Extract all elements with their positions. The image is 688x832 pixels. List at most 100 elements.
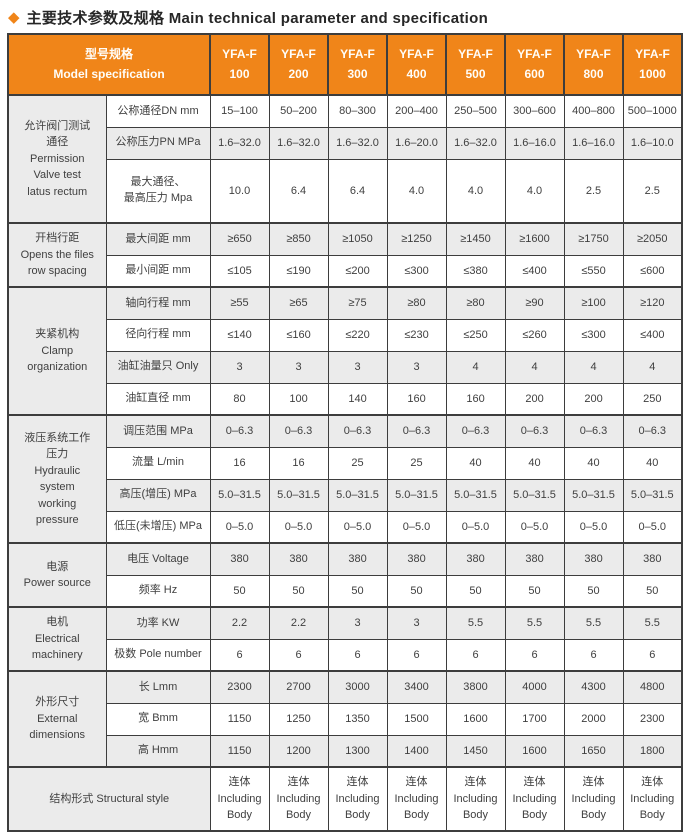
category-power-source: 电源 Power source — [7, 542, 107, 608]
cell: 1.6–32.0 — [268, 126, 329, 160]
cell: 0–6.3 — [622, 414, 683, 448]
cell: 4300 — [563, 670, 624, 704]
cell: 380 — [386, 542, 447, 576]
cell: 0–6.3 — [445, 414, 506, 448]
table-row: 开档行距 Opens the files row spacing 最大间距 mm… — [7, 222, 683, 288]
cell: 4 — [504, 350, 565, 384]
cell: 1.6–32.0 — [445, 126, 506, 160]
table-row: 低压(未增压) MPa 0–5.0 0–5.0 0–5.0 0–5.0 0–5.… — [8, 510, 683, 544]
cell: 250–500 — [445, 94, 506, 128]
cell: 3 — [386, 606, 447, 640]
category-clamp: 夹紧机构 Clamp organization — [7, 286, 107, 416]
cell: ≤600 — [622, 254, 683, 288]
category-row-spacing: 开档行距 Opens the files row spacing — [7, 222, 107, 288]
page-title: 主要技术参数及规格 Main technical parameter and s… — [26, 10, 489, 27]
cell: 5.5 — [445, 606, 506, 640]
cell: 连体 Including Body — [268, 766, 329, 832]
cell: ≥1050 — [327, 222, 388, 256]
cell: 2.2 — [209, 606, 270, 640]
cell: 1250 — [268, 702, 329, 736]
cell: 6 — [209, 638, 270, 672]
cell: ≥1450 — [445, 222, 506, 256]
cell: 1300 — [327, 734, 388, 768]
row-label: 频率 Hz — [105, 574, 211, 608]
cell: 80–300 — [327, 94, 388, 128]
cell: 4 — [445, 350, 506, 384]
row-label: 最小间距 mm — [105, 254, 211, 288]
cell: 15–100 — [209, 94, 270, 128]
cell: 380 — [504, 542, 565, 576]
cell: ≥650 — [209, 222, 270, 256]
cell: 0–6.3 — [386, 414, 447, 448]
cell: 0–6.3 — [327, 414, 388, 448]
cell: 40 — [563, 446, 624, 480]
cell: 5.5 — [504, 606, 565, 640]
model-header-300: YFA-F 300 — [327, 33, 389, 96]
table-header-row: 型号规格 Model specification YFA-F 100 YFA-F… — [6, 33, 684, 96]
cell: 6.4 — [268, 158, 329, 224]
cell: ≥850 — [268, 222, 329, 256]
cell: 5.0–31.5 — [504, 478, 565, 512]
cell: ≤230 — [386, 318, 447, 352]
cell: ≤140 — [209, 318, 270, 352]
cell: 380 — [622, 542, 683, 576]
cell: 连体 Including Body — [327, 766, 388, 832]
cell: ≥2050 — [622, 222, 683, 256]
cell: 380 — [209, 542, 270, 576]
cell: 5.0–31.5 — [622, 478, 683, 512]
cell: 2300 — [622, 702, 683, 736]
cell: 50 — [622, 574, 683, 608]
table-row: 油缸直径 mm 80 100 140 160 160 200 200 250 — [8, 382, 683, 416]
cell: 16 — [268, 446, 329, 480]
cell: 1200 — [268, 734, 329, 768]
cell: 1150 — [209, 702, 270, 736]
cell: 1350 — [327, 702, 388, 736]
row-label: 径向行程 mm — [105, 318, 211, 352]
cell: 0–5.0 — [327, 510, 388, 544]
table-row: 宽 Bmm 1150 1250 1350 1500 1600 1700 2000… — [8, 702, 683, 736]
cell: 2000 — [563, 702, 624, 736]
cell: 5.0–31.5 — [563, 478, 624, 512]
row-label: 最大通径、 最高压力 Mpa — [105, 158, 211, 224]
cell: 5.5 — [622, 606, 683, 640]
cell: 1150 — [209, 734, 270, 768]
cell: ≥75 — [327, 286, 388, 320]
cell: 160 — [386, 382, 447, 416]
cell: ≥65 — [268, 286, 329, 320]
cell: 10.0 — [209, 158, 270, 224]
row-label: 流量 L/min — [105, 446, 211, 480]
cell: 2.5 — [563, 158, 624, 224]
row-label: 公称通径DN mm — [105, 94, 211, 128]
cell: 140 — [327, 382, 388, 416]
cell: 1.6–10.0 — [622, 126, 683, 160]
cell: 连体 Including Body — [445, 766, 506, 832]
model-header-800: YFA-F 800 — [563, 33, 625, 96]
row-label: 最大间距 mm — [105, 222, 211, 256]
table-row: 最大通径、 最高压力 Mpa 10.0 6.4 6.4 4.0 4.0 4.0 … — [8, 158, 683, 224]
cell: ≥80 — [445, 286, 506, 320]
table-row: 极数 Pole number 6 6 6 6 6 6 6 6 — [8, 638, 683, 672]
cell: ≤300 — [386, 254, 447, 288]
cell: 3800 — [445, 670, 506, 704]
table-row: 径向行程 mm ≤140 ≤160 ≤220 ≤230 ≤250 ≤260 ≤3… — [8, 318, 683, 352]
cell: 0–5.0 — [622, 510, 683, 544]
cell: 4 — [563, 350, 624, 384]
cell: 50 — [386, 574, 447, 608]
table-row: 电机 Electrical machinery 功率 KW 2.2 2.2 3 … — [7, 606, 683, 672]
cell: 3000 — [327, 670, 388, 704]
cell: 3400 — [386, 670, 447, 704]
cell: 0–6.3 — [504, 414, 565, 448]
cell: ≤105 — [209, 254, 270, 288]
cell: ≥120 — [622, 286, 683, 320]
row-label: 高 Hmm — [105, 734, 211, 768]
cell: 2.5 — [622, 158, 683, 224]
table-row: 夹紧机构 Clamp organization 轴向行程 mm ≥55 ≥65 … — [7, 286, 683, 416]
cell: ≤160 — [268, 318, 329, 352]
diamond-icon: ◆ — [8, 9, 20, 26]
cell: 300–600 — [504, 94, 565, 128]
cell: 200 — [563, 382, 624, 416]
category-valve-test: 允许阀门测试 通径 Permission Valve test latus re… — [7, 94, 107, 224]
cell: ≤220 — [327, 318, 388, 352]
cell: 1.6–32.0 — [209, 126, 270, 160]
row-label: 调压范围 MPa — [105, 414, 211, 448]
